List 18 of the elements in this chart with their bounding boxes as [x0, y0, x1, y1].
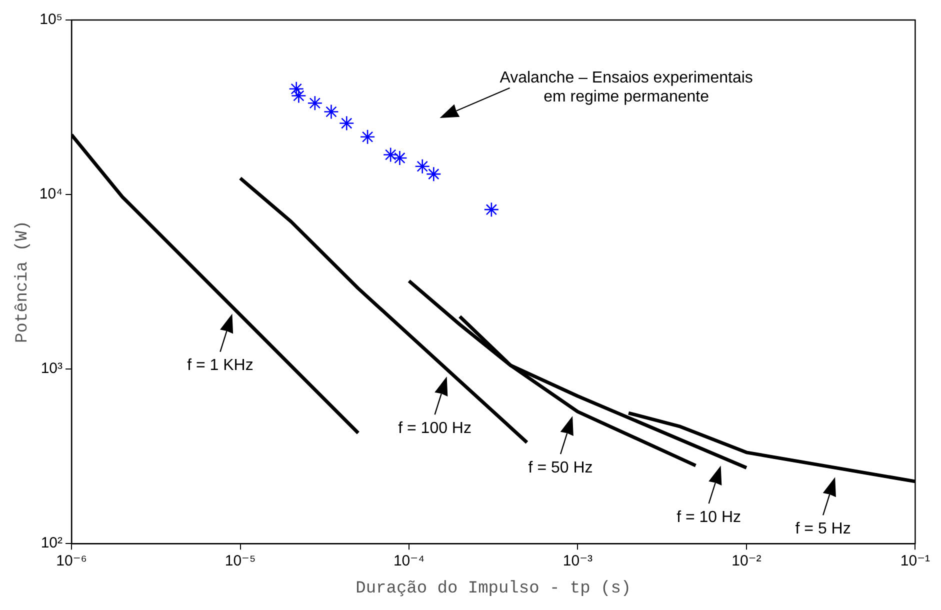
annotation: Avalanche – Ensaios experimentais em regime permanente: [500, 69, 753, 106]
x-tick-label: 10⁻¹: [900, 552, 930, 570]
y-tick-label: 10³: [40, 360, 63, 378]
y-axis-title: Potência (W): [14, 220, 33, 344]
y-tick-label: 10²: [40, 534, 63, 552]
annotation: f = 5 Hz: [795, 520, 851, 538]
y-tick-label: 10⁵: [40, 11, 63, 28]
y-tick-label: 10⁴: [39, 186, 63, 203]
x-axis-title: Duração do Impulso - tp (s): [356, 579, 632, 598]
x-tick-label: 10⁻⁵: [224, 552, 256, 570]
annotation: f = 50 Hz: [528, 459, 593, 476]
annotation: f = 1 KHz: [187, 357, 254, 374]
x-tick-label: 10⁻⁴: [393, 552, 425, 570]
annotation: f = 100 Hz: [398, 420, 472, 437]
x-tick-label: 10⁻²: [732, 552, 762, 570]
x-tick-label: 10⁻³: [562, 552, 593, 570]
x-tick-label: 10⁻⁶: [56, 552, 87, 570]
annotation: f = 10 Hz: [676, 508, 742, 526]
